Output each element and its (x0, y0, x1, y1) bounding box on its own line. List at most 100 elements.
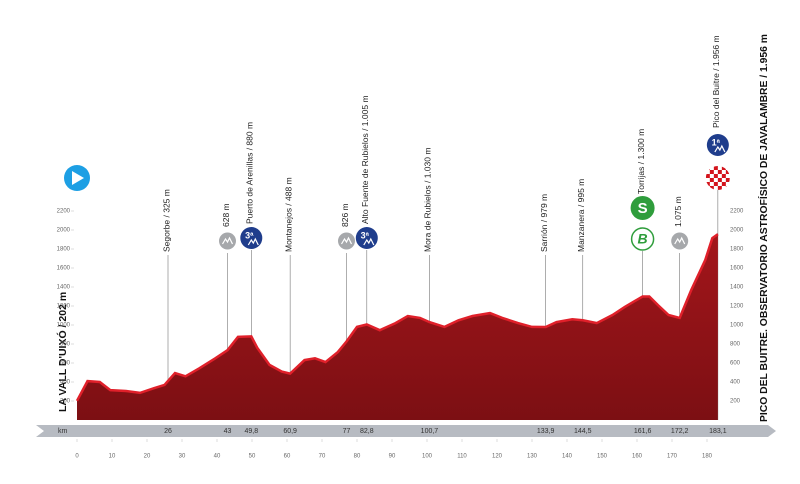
finish-square (725, 170, 730, 174)
mountain-glyph (714, 144, 726, 153)
finish-square (709, 178, 714, 182)
x-tick-label: 0 (75, 454, 79, 460)
finish-square (717, 178, 722, 182)
km-unit: km (58, 428, 68, 435)
waypoint-label: Segorbe / 325 m (161, 189, 171, 252)
x-tick-label: 90 (389, 454, 396, 460)
climb-category-icon (706, 134, 729, 156)
finish-square (725, 178, 730, 182)
y2-tick-label: 1200 (730, 304, 744, 310)
waypoint-km: 183,1 (709, 428, 727, 435)
x-tick-label: 70 (319, 454, 326, 460)
waypoint-label: Montanejos / 488 m (283, 177, 293, 252)
waypoint-label: Torrijas / 1.300 m (636, 129, 646, 194)
y2-tick-label: 600 (730, 361, 741, 367)
finish-square (709, 170, 714, 174)
finish-square (721, 166, 726, 170)
waypoint-label: Alto Fuente de Rubielos / 1.005 m (360, 95, 370, 224)
y-tick-label: 2000 (57, 228, 71, 234)
waypoint-km: 133,9 (537, 428, 555, 435)
waypoint-label: Manzanera / 995 m (576, 179, 586, 252)
elevation-area (77, 234, 718, 420)
x-tick-label: 50 (249, 454, 256, 460)
waypoint-label: 628 m (221, 203, 231, 227)
sprint-icon (630, 196, 655, 220)
waypoint-km: 161,6 (634, 428, 652, 435)
y2-tick-label: 200 (730, 399, 741, 405)
x-tick-label: 130 (527, 454, 538, 460)
waypoint-km: 172,2 (671, 428, 689, 435)
start-label: LA VALL D'UIXÓ / 202 m (56, 292, 69, 412)
mountain-glyph (247, 237, 259, 246)
waypoint-km: 43 (224, 428, 232, 435)
x-tick-label: 180 (702, 454, 713, 460)
finish-square (705, 182, 710, 186)
climb-category: 1ª (712, 137, 721, 147)
x-tick-label: 120 (492, 454, 503, 460)
waypoint-label: 826 m (340, 203, 350, 227)
y-tick-label: 800 (60, 342, 71, 348)
sprint-letter: S (638, 200, 648, 217)
waypoint-label: Sarrión / 979 m (539, 194, 549, 252)
waypoint-km: 49,8 (244, 428, 258, 435)
waypoint-km: 77 (343, 428, 351, 435)
finish-square (713, 166, 718, 170)
elevation-edge (75, 233, 719, 402)
finish-square (705, 174, 710, 178)
finish-square (721, 182, 726, 186)
y2-tick-label: 1600 (730, 266, 744, 272)
climb-category-icon (355, 227, 378, 249)
y-tick-label: 400 (60, 380, 71, 386)
y-tick-label: 2200 (57, 209, 71, 215)
finish-icon (705, 166, 730, 190)
finish-square (717, 170, 722, 174)
x-tick-label: 30 (179, 454, 186, 460)
waypoint-km: 82,8 (360, 428, 374, 435)
x-tick-label: 40 (214, 454, 221, 460)
x-tick-label: 110 (457, 454, 467, 460)
x-tick-label: 60 (284, 454, 291, 460)
bonus-icon (630, 227, 655, 251)
mountain-glyph (674, 236, 686, 245)
y2-tick-label: 1000 (730, 323, 744, 329)
x-tick-label: 80 (354, 454, 361, 460)
y2-tick-label: 400 (730, 380, 741, 386)
bonus-letter: B (638, 231, 648, 247)
y-tick-label: 1800 (57, 247, 71, 253)
mountain-glyph (340, 236, 353, 245)
x-tick-label: 140 (562, 454, 573, 460)
finish-label: PICO DEL BUITRE. OBSERVATORIO ASTROFÍSIC… (757, 34, 770, 422)
waypoint-km: 26 (164, 428, 172, 435)
waypoint-label: 1.075 m (673, 196, 683, 227)
waypoint-km: 60,9 (283, 428, 297, 435)
y-tick-label: 1000 (57, 323, 71, 329)
waypoint-label: Pico del Buitre / 1.956 m (711, 35, 721, 128)
y2-tick-label: 800 (730, 342, 741, 348)
waypoint-km: 100,7 (421, 428, 439, 435)
start-icon (64, 165, 90, 191)
x-tick-label: 100 (422, 454, 433, 460)
y-tick-label: 1200 (57, 304, 71, 310)
waypoint-km: 144,5 (574, 428, 592, 435)
climb-category-icon (240, 227, 263, 249)
x-tick-label: 150 (597, 454, 608, 460)
finish-square (709, 186, 714, 190)
y-tick-label: 600 (60, 361, 71, 367)
x-tick-label: 10 (109, 454, 116, 460)
waypoint-label: Puerto de Arenillas / 880 m (245, 122, 255, 224)
km-bar (36, 425, 776, 437)
y-tick-label: 1600 (57, 266, 71, 272)
finish-square (721, 174, 726, 178)
climb-category: 3ª (361, 230, 370, 240)
x-tick-label: 170 (667, 454, 678, 460)
finish-square (713, 182, 718, 186)
climb-category: 3ª (245, 230, 254, 240)
y-tick-label: 200 (60, 399, 71, 405)
y2-tick-label: 1800 (730, 247, 744, 253)
finish-square (713, 174, 718, 178)
x-tick-label: 160 (632, 454, 643, 460)
finish-square (717, 186, 722, 190)
y2-tick-label: 2000 (730, 228, 744, 234)
x-tick-label: 20 (144, 454, 151, 460)
